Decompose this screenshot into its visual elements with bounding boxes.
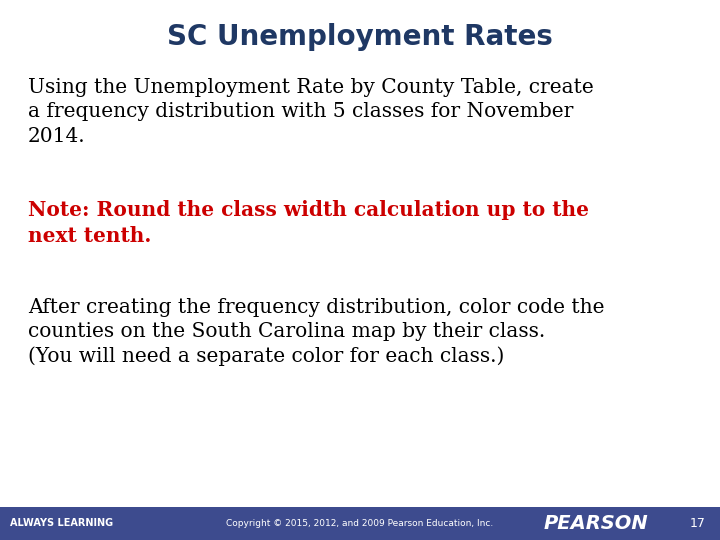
Text: Copyright © 2015, 2012, and 2009 Pearson Education, Inc.: Copyright © 2015, 2012, and 2009 Pearson…: [226, 519, 494, 528]
Text: PEARSON: PEARSON: [544, 514, 648, 533]
Text: After creating the frequency distribution, color code the
counties on the South : After creating the frequency distributio…: [28, 298, 605, 366]
Text: Using the Unemployment Rate by County Table, create
a frequency distribution wit: Using the Unemployment Rate by County Ta…: [28, 78, 594, 145]
Text: SC Unemployment Rates: SC Unemployment Rates: [167, 23, 553, 51]
FancyBboxPatch shape: [0, 507, 720, 540]
Text: ALWAYS LEARNING: ALWAYS LEARNING: [10, 518, 113, 529]
Text: Note: Round the class width calculation up to the
next tenth.: Note: Round the class width calculation …: [28, 200, 589, 246]
Text: 17: 17: [690, 517, 706, 530]
